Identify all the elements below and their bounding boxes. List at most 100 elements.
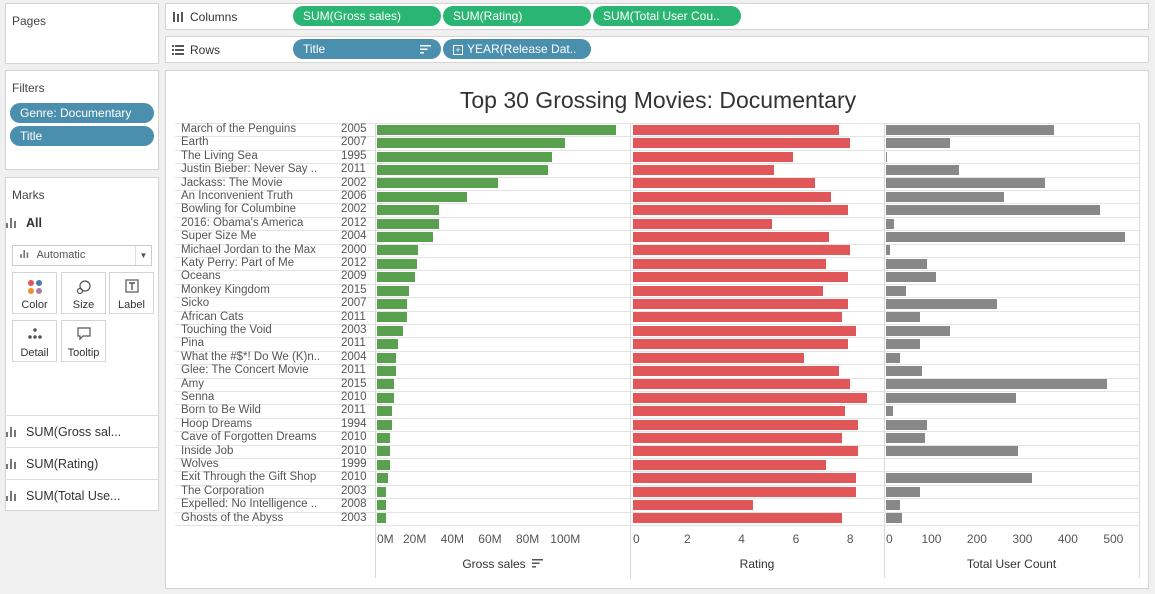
- mark-type-select[interactable]: Automatic ▼: [12, 245, 152, 266]
- bar-gross[interactable]: [377, 406, 393, 417]
- row-year-label[interactable]: 2002: [341, 203, 367, 216]
- bar-gross[interactable]: [377, 178, 498, 189]
- row-title-label[interactable]: Ghosts of the Abyss: [181, 511, 284, 524]
- bar-users[interactable]: [886, 406, 893, 417]
- bar-users[interactable]: [886, 499, 900, 510]
- row-year-label[interactable]: 2011: [341, 337, 366, 350]
- bar-rating[interactable]: [633, 298, 848, 309]
- row-year-label[interactable]: 2015: [341, 377, 367, 390]
- bar-rating[interactable]: [633, 446, 859, 457]
- bar-users[interactable]: [886, 486, 921, 497]
- row-title-label[interactable]: 2016: Obama's America: [181, 216, 304, 229]
- row-pill-title[interactable]: Title: [293, 39, 441, 59]
- bar-gross[interactable]: [377, 486, 387, 497]
- bar-gross[interactable]: [377, 459, 391, 470]
- bar-users[interactable]: [886, 432, 925, 443]
- row-title-label[interactable]: Expelled: No Intelligence ..: [181, 498, 318, 511]
- bar-users[interactable]: [886, 365, 923, 376]
- bar-gross[interactable]: [377, 499, 387, 510]
- row-title-label[interactable]: Hoop Dreams: [181, 417, 252, 430]
- bar-rating[interactable]: [633, 459, 826, 470]
- row-year-label[interactable]: 2015: [341, 283, 367, 296]
- bar-users[interactable]: [886, 205, 1100, 216]
- row-title-label[interactable]: Cave of Forgotten Dreams: [181, 431, 317, 444]
- bar-rating[interactable]: [633, 178, 815, 189]
- row-year-label[interactable]: 2011: [341, 364, 366, 377]
- row-title-label[interactable]: Sicko: [181, 297, 210, 310]
- bar-rating[interactable]: [633, 432, 843, 443]
- marks-tab-total-user-count[interactable]: SUM(Total Use...: [6, 481, 152, 511]
- bar-users[interactable]: [886, 312, 921, 323]
- bar-users[interactable]: [886, 419, 927, 430]
- bar-rating[interactable]: [633, 406, 845, 417]
- row-year-label[interactable]: 2012: [341, 257, 367, 269]
- row-title-label[interactable]: The Corporation: [181, 484, 265, 497]
- bar-users[interactable]: [886, 258, 927, 269]
- size-card[interactable]: Size: [61, 272, 106, 314]
- bar-gross[interactable]: [377, 513, 387, 524]
- bar-users[interactable]: [886, 272, 937, 283]
- bar-rating[interactable]: [633, 339, 848, 350]
- row-year-label[interactable]: 2010: [341, 431, 367, 444]
- row-pill-year[interactable]: + YEAR(Release Dat..: [443, 39, 591, 59]
- bar-users[interactable]: [886, 446, 1018, 457]
- bar-rating[interactable]: [633, 164, 775, 175]
- row-title-label[interactable]: Senna: [181, 391, 215, 403]
- bar-rating[interactable]: [633, 218, 772, 229]
- sort-descending-icon[interactable]: [420, 44, 431, 54]
- bar-users[interactable]: [886, 218, 895, 229]
- row-year-label[interactable]: 1999: [341, 458, 367, 470]
- row-title-label[interactable]: Earth: [181, 136, 209, 149]
- bar-rating[interactable]: [633, 258, 826, 269]
- bar-rating[interactable]: [633, 499, 753, 510]
- bar-rating[interactable]: [633, 285, 824, 296]
- row-title-label[interactable]: Touching the Void: [181, 324, 272, 336]
- bar-gross[interactable]: [377, 446, 391, 457]
- bar-gross[interactable]: [377, 285, 409, 296]
- row-year-label[interactable]: 1995: [341, 149, 367, 162]
- bar-users[interactable]: [886, 191, 1005, 202]
- bar-users[interactable]: [886, 325, 950, 336]
- row-year-label[interactable]: 2000: [341, 243, 367, 256]
- bar-rating[interactable]: [633, 379, 851, 390]
- row-year-label[interactable]: 2010: [341, 444, 367, 457]
- column-pill-gross-sales[interactable]: SUM(Gross sales): [293, 6, 441, 26]
- filter-pill-title[interactable]: Title: [10, 126, 154, 146]
- bar-gross[interactable]: [377, 231, 434, 242]
- bar-rating[interactable]: [633, 473, 856, 484]
- bar-gross[interactable]: [377, 218, 440, 229]
- row-title-label[interactable]: An Inconvenient Truth: [181, 190, 293, 202]
- bar-rating[interactable]: [633, 392, 867, 403]
- bar-rating[interactable]: [633, 325, 856, 336]
- bar-gross[interactable]: [377, 339, 398, 350]
- row-title-label[interactable]: The Living Sea: [181, 149, 258, 162]
- bar-gross[interactable]: [377, 245, 419, 256]
- bar-users[interactable]: [886, 339, 921, 350]
- bar-gross[interactable]: [377, 352, 396, 363]
- axis-title[interactable]: Rating: [739, 557, 775, 571]
- bar-users[interactable]: [886, 245, 890, 256]
- row-title-label[interactable]: March of the Penguins: [181, 123, 297, 135]
- bar-users[interactable]: [886, 513, 902, 524]
- row-title-label[interactable]: Glee: The Concert Movie: [181, 364, 309, 377]
- bar-rating[interactable]: [633, 138, 851, 149]
- row-year-label[interactable]: 2003: [341, 484, 367, 497]
- row-title-label[interactable]: Jackass: The Movie: [181, 176, 283, 189]
- bar-rating[interactable]: [633, 312, 843, 323]
- bar-rating[interactable]: [633, 151, 794, 162]
- bar-users[interactable]: [886, 473, 1032, 484]
- bar-users[interactable]: [886, 379, 1107, 390]
- row-title-label[interactable]: Oceans: [181, 270, 221, 283]
- row-year-label[interactable]: 2003: [341, 324, 367, 336]
- bar-gross[interactable]: [377, 473, 389, 484]
- column-pill-total-user-count[interactable]: SUM(Total User Cou..: [593, 6, 741, 26]
- row-year-label[interactable]: 2008: [341, 498, 367, 511]
- bar-gross[interactable]: [377, 432, 391, 443]
- row-year-label[interactable]: 2012: [341, 216, 367, 229]
- row-year-label[interactable]: 2010: [341, 471, 367, 484]
- bar-users[interactable]: [886, 164, 959, 175]
- row-year-label[interactable]: 2006: [341, 190, 367, 202]
- bar-rating[interactable]: [633, 513, 843, 524]
- bar-users[interactable]: [886, 124, 1055, 135]
- bar-gross[interactable]: [377, 191, 468, 202]
